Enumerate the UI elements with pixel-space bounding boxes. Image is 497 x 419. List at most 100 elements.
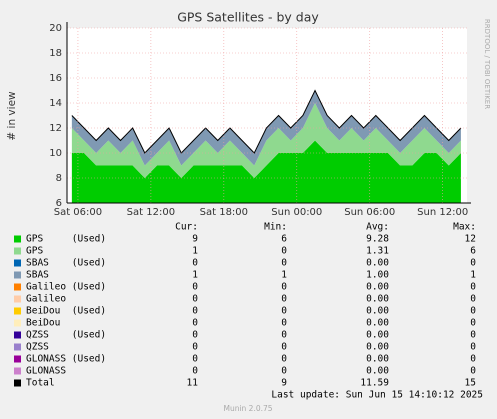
stat-value: 0: [281, 318, 287, 329]
stat-value: 0: [281, 294, 287, 305]
legend-swatch: [14, 343, 21, 351]
footer: Last update: Sun Jun 15 14:10:12 2025: [271, 390, 483, 401]
y-tick-label: 10: [49, 148, 62, 159]
area: [71, 140, 461, 203]
stat-value: 0.00: [366, 318, 389, 329]
column-header: Min:: [264, 222, 287, 233]
stat-value: 0.00: [366, 306, 389, 317]
column-header: Max:: [453, 222, 476, 233]
side-label: RRDTOOL / TOBI OETIKER: [483, 19, 491, 109]
x-tick-label: Sun 06:00: [344, 207, 395, 218]
version: Munin 2.0.75: [223, 404, 272, 413]
legend-swatch: [14, 307, 21, 315]
stat-value: 1.00: [366, 270, 389, 281]
column-header: Cur:: [175, 222, 198, 233]
stat-value: 0: [470, 366, 476, 377]
legend-name: BeiDou: [26, 318, 60, 329]
legend-swatch: [14, 271, 21, 279]
stat-value: 0.00: [366, 342, 389, 353]
stat-value: 0: [192, 282, 198, 293]
stat-value: 0: [281, 306, 287, 317]
y-tick-label: 8: [56, 173, 62, 184]
x-tick-label: Sun 00:00: [271, 207, 322, 218]
y-axis-label: # in view: [6, 91, 18, 141]
legend-name: GPS (Used): [26, 234, 106, 245]
stat-value: 0: [192, 330, 198, 341]
stat-value: 6: [281, 234, 287, 245]
y-tick-label: 16: [49, 73, 62, 84]
stat-value: 0: [192, 354, 198, 365]
stat-value: 0.00: [366, 282, 389, 293]
plot-layer: [71, 89, 462, 203]
legend-name: QZSS (Used): [26, 330, 106, 341]
legend-name: GLONASS: [26, 366, 66, 377]
stat-value: 1: [281, 270, 287, 281]
stat-value: 0: [192, 294, 198, 305]
x-tick-label: Sun 12:00: [417, 207, 468, 218]
stat-value: 0: [470, 330, 476, 341]
stat-value: 0.00: [366, 294, 389, 305]
legend-name: SBAS: [26, 270, 49, 281]
stat-value: 6: [470, 246, 476, 257]
legend-name: GLONASS (Used): [26, 354, 106, 365]
legend-swatch: [14, 379, 21, 387]
stat-value: 12: [465, 234, 476, 245]
stat-value: 0.00: [366, 258, 389, 269]
x-tick-label: Sat 12:00: [127, 207, 175, 218]
legend-name: BeiDou (Used): [26, 306, 106, 317]
legend-swatch: [14, 319, 21, 327]
x-tick-label: Sat 06:00: [54, 207, 102, 218]
stat-value: 0: [470, 306, 476, 317]
stat-value: 0: [470, 342, 476, 353]
stat-value: 0: [281, 282, 287, 293]
legend-swatch: [14, 235, 21, 243]
legend-swatch: [14, 331, 21, 339]
stat-value: 0.00: [366, 330, 389, 341]
legend-name: Galileo: [26, 294, 66, 305]
column-header: Avg:: [366, 222, 389, 233]
y-tick-label: 20: [49, 23, 62, 34]
stat-value: 0: [192, 342, 198, 353]
legend-swatch: [14, 367, 21, 375]
stat-value: 11: [187, 378, 199, 389]
legend-name: Galileo (Used): [26, 282, 106, 293]
stat-value: 0: [470, 294, 476, 305]
stat-value: 15: [465, 378, 476, 389]
legend-swatch: [14, 247, 21, 255]
stat-value: 0: [281, 342, 287, 353]
stat-value: 0: [192, 306, 198, 317]
stat-value: 0: [281, 258, 287, 269]
stat-value: 9: [192, 234, 198, 245]
legend-name: QZSS: [26, 342, 49, 353]
stat-value: 0: [192, 318, 198, 329]
stat-value: 0: [470, 354, 476, 365]
stat-value: 1: [192, 246, 198, 257]
line: [71, 89, 462, 154]
stat-value: 0: [281, 354, 287, 365]
y-tick-label: 12: [49, 123, 62, 134]
stat-value: 0: [470, 258, 476, 269]
legend-swatch: [14, 295, 21, 303]
stat-value: 1.31: [366, 246, 389, 257]
legend-swatch: [14, 283, 21, 291]
stat-value: 11.59: [360, 378, 389, 389]
x-tick-label: Sat 18:00: [200, 207, 248, 218]
legend-swatch: [14, 259, 21, 267]
y-tick-label: 6: [56, 198, 62, 209]
stat-value: 9.28: [366, 234, 389, 245]
stat-value: 0: [192, 258, 198, 269]
legend-name: GPS: [26, 246, 43, 257]
y-tick-label: 18: [49, 48, 62, 59]
stat-value: 9: [281, 378, 287, 389]
stat-value: 1: [192, 270, 198, 281]
stat-value: 0: [470, 318, 476, 329]
legend-name: Total: [26, 378, 55, 389]
stat-value: 0: [192, 366, 198, 377]
stat-value: 0.00: [366, 366, 389, 377]
stat-value: 1: [470, 270, 476, 281]
stat-value: 0: [281, 246, 287, 257]
stat-value: 0: [281, 366, 287, 377]
legend-name: SBAS (Used): [26, 258, 106, 269]
y-tick-label: 14: [49, 98, 62, 109]
